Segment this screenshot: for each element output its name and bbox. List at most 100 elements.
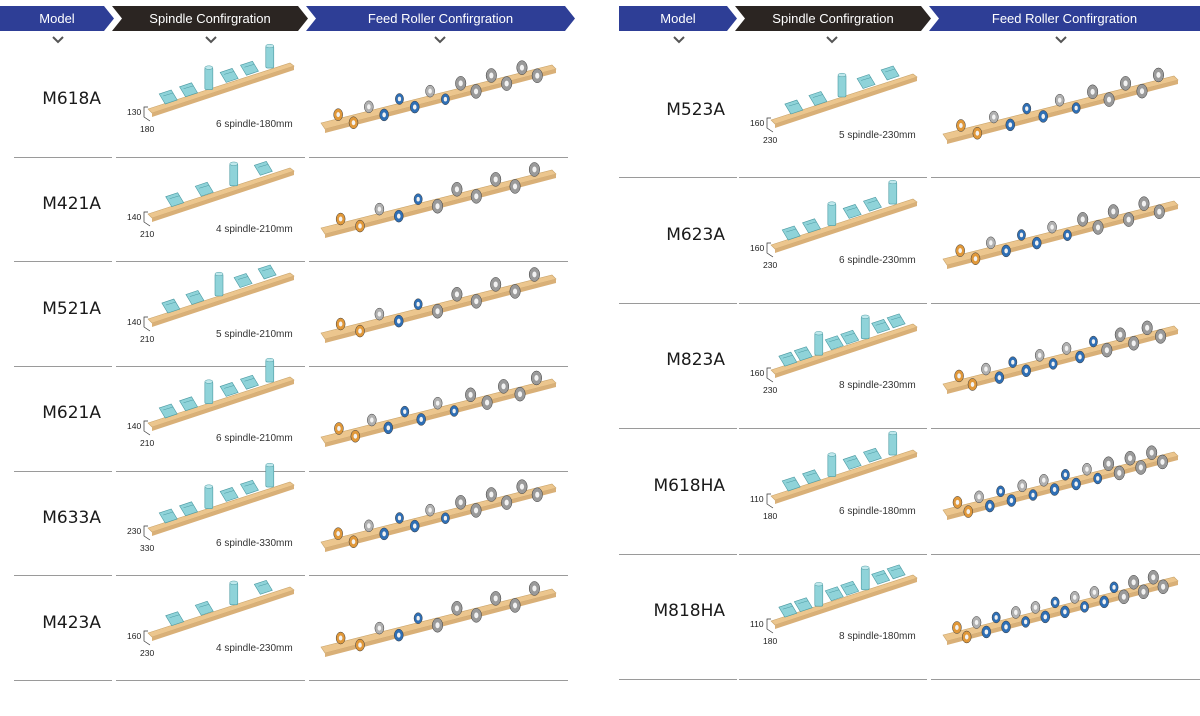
feed-roller-diagram [942,67,1179,144]
chevron-down-icon[interactable] [825,33,839,47]
dimension-b: 330 [140,543,155,554]
spindle-label: 6 spindle-210mm [216,433,293,445]
dimension-a: 160 [750,368,765,379]
row-divider [739,553,927,555]
row-divider [931,428,1200,430]
spindle-label: 8 spindle-230mm [839,380,916,392]
chevron-down-icon[interactable] [51,33,65,47]
table-row: M823A 160 230 8 spindle-230mm [619,304,1200,430]
feed-roller-diagram [320,162,557,239]
spindle-label: 6 spindle-330mm [216,538,293,550]
row-divider [14,366,112,368]
feed-roller-diagram [942,196,1179,270]
table-row: M818HA 110 180 8 spindle-180mm [619,555,1200,680]
feed-roller-diagram [320,371,557,448]
feed-roller-diagram [942,445,1179,520]
row-divider [619,428,737,430]
dimension-b: 210 [140,438,155,449]
row-divider [116,156,305,158]
row-divider [619,177,737,179]
dimension-a: 160 [750,243,765,254]
column-header-model[interactable]: Model [619,6,737,31]
feed-roller-diagram [320,60,557,134]
model-name: M618HA [653,475,725,496]
row-divider [309,470,568,472]
row-divider [619,302,737,304]
model-name: M818HA [653,601,725,622]
column-header-feed-roller[interactable]: Feed Roller Confirgration [929,6,1200,31]
model-name: M521A [42,298,101,319]
model-name: M633A [42,508,101,529]
spindle-label: 6 spindle-230mm [839,255,916,267]
dimension-b: 210 [140,229,155,240]
column-header-model[interactable]: Model [0,6,114,31]
row-divider [739,678,927,680]
spindle-label: 4 spindle-230mm [216,642,293,654]
spindle-label: 8 spindle-180mm [839,631,916,643]
chevron-down-icon[interactable] [672,33,686,47]
row-divider [309,575,568,577]
spindle-label: 4 spindle-210mm [216,224,293,236]
spindle-diagram [766,564,918,634]
dimension-a: 140 [127,421,142,432]
left-header: Model Spindle Confirgration Feed Roller … [0,6,575,31]
spindle-label: 6 spindle-180mm [839,505,916,517]
right-table: Model Spindle Confirgration Feed Roller … [619,6,1200,680]
model-name: M421A [42,194,101,215]
column-header-feed-roller[interactable]: Feed Roller Confirgration [306,6,575,31]
row-divider [309,680,568,682]
model-name: M621A [42,403,101,424]
dimension-a: 140 [127,316,142,327]
row-divider [309,261,568,263]
column-header-spindle[interactable]: Spindle Confirgration [735,6,931,31]
row-divider [739,428,927,430]
model-name: M618A [42,89,101,110]
row-divider [116,470,305,472]
row-divider [931,177,1200,179]
dimension-b: 180 [140,124,155,135]
row-divider [619,678,737,680]
row-divider [619,553,737,555]
feed-roller-diagram [320,479,557,553]
row-divider [309,156,568,158]
dimension-a: 110 [750,493,764,504]
column-header-spindle[interactable]: Spindle Confirgration [112,6,308,31]
dimension-b: 210 [140,333,155,344]
spindle-label: 5 spindle-230mm [839,129,916,141]
table-row: M423A 160 230 4 spindle-230mm [0,577,575,682]
row-divider [739,177,927,179]
row-divider [14,680,112,682]
spindle-diagram [143,44,295,122]
table-row: M618A 130 180 6 spindle-180mm [0,44,575,158]
chevron-down-icon[interactable] [1054,33,1068,47]
chevron-down-icon[interactable] [433,33,447,47]
right-header: Model Spindle Confirgration Feed Roller … [619,6,1200,31]
dimension-a: 110 [750,619,764,630]
dimension-b: 230 [763,134,778,145]
model-name: M423A [42,612,101,633]
spindle-label: 5 spindle-210mm [216,328,293,340]
spindle-diagram [143,579,295,646]
dimension-a: 160 [127,630,142,641]
feed-roller-diagram [942,570,1179,646]
row-divider [14,156,112,158]
table-row: M618HA 110 180 6 spindle-180mm [619,429,1200,555]
spindle-label: 6 spindle-180mm [216,119,293,131]
row-divider [14,575,112,577]
row-divider [14,470,112,472]
table-row: M633A 230 330 6 spindle-330mm [0,463,575,577]
model-name: M823A [666,350,725,371]
row-divider [931,678,1200,680]
dimension-a: 130 [127,107,142,118]
feed-roller-diagram [320,266,557,343]
dimension-b: 180 [763,636,778,647]
table-row: M521A 140 210 5 spindle-210mm [0,262,575,368]
chevron-down-icon[interactable] [204,33,218,47]
dimension-a: 140 [127,212,142,223]
spindle-diagram [766,313,918,383]
left-table: Model Spindle Confirgration Feed Roller … [0,6,575,682]
dimension-b: 230 [140,647,155,658]
model-name: M523A [666,99,725,120]
spindle-diagram [143,264,295,332]
row-divider [116,575,305,577]
